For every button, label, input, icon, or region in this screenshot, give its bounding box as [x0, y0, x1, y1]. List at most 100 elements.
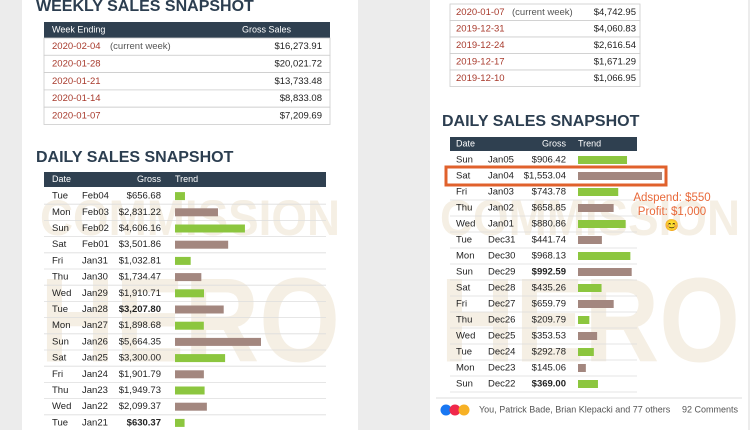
date: Jan23 [82, 385, 108, 396]
trend-bar [175, 192, 185, 201]
day: Sat [52, 239, 67, 250]
gross: $1,032.81 [119, 255, 161, 266]
day: Thu [52, 385, 68, 396]
column-header: Date [456, 138, 475, 148]
gross: $630.37 [127, 417, 161, 428]
annotation: 😊 [665, 218, 679, 232]
date: Jan22 [82, 401, 108, 412]
date: Dec29 [488, 267, 515, 278]
gross: $441.74 [532, 235, 566, 246]
date: Dec22 [488, 379, 515, 390]
trend-bar [578, 348, 594, 356]
day: Sun [456, 379, 473, 390]
trend-bar [175, 337, 261, 346]
gross: $992.59 [532, 267, 566, 278]
date: Jan30 [82, 272, 108, 283]
day: Sun [456, 155, 473, 166]
day: Sat [456, 171, 471, 182]
table-header [44, 22, 330, 38]
day: Sat [52, 353, 67, 364]
day: Tue [456, 347, 472, 358]
column-header: Trend [175, 174, 198, 184]
annotation: Profit: $1,000 [638, 206, 706, 218]
gross: $353.53 [532, 331, 566, 342]
trend-bar [578, 188, 619, 196]
day: Thu [52, 272, 68, 283]
gross-sales: $20,021.72 [274, 58, 322, 69]
date: Feb03 [82, 207, 109, 218]
trend-bar [578, 156, 628, 164]
wow-icon[interactable] [458, 404, 470, 416]
trend-bar [578, 172, 662, 180]
day: Sat [456, 283, 471, 294]
gross: $968.13 [532, 251, 566, 262]
trend-bar [175, 418, 185, 427]
day: Sun [52, 336, 69, 347]
gross-sales: $1,671.29 [594, 56, 636, 67]
reaction-names[interactable]: You, Patrick Bade, Brian Klepacki and 77… [479, 404, 671, 414]
gross: $5,664.35 [119, 336, 161, 347]
week-ending: 2020-01-07 [456, 7, 505, 18]
day: Mon [456, 363, 474, 374]
date: Feb04 [82, 191, 109, 202]
date: Jan04 [488, 171, 514, 182]
week-ending: 2020-01-07 [52, 110, 101, 121]
gross: $3,300.00 [119, 353, 161, 364]
gross-sales: $2,616.54 [594, 40, 636, 51]
gross: $1,901.79 [119, 369, 161, 380]
date: Jan26 [82, 336, 108, 347]
gross: $659.79 [532, 299, 566, 310]
gross: $906.42 [532, 155, 566, 166]
date: Dec27 [488, 299, 515, 310]
date: Dec24 [488, 347, 515, 358]
gross: $656.68 [127, 191, 161, 202]
love-icon[interactable] [449, 404, 461, 416]
gross-sales: $4,060.83 [594, 23, 636, 34]
trend-bar [578, 236, 602, 244]
date: Jan01 [488, 219, 514, 230]
day: Thu [456, 315, 472, 326]
gross: $880.86 [532, 219, 566, 230]
trend-bar [578, 380, 598, 388]
week-ending: 2019-12-10 [456, 73, 505, 84]
date: Dec31 [488, 235, 515, 246]
gross: $3,501.86 [119, 239, 161, 250]
gross: $369.00 [532, 379, 566, 390]
trend-bar [578, 284, 602, 292]
gross: $145.06 [532, 363, 566, 374]
trend-bar [578, 316, 590, 324]
day: Sun [52, 223, 69, 234]
trend-bar [578, 300, 614, 308]
date: Jan27 [82, 320, 108, 331]
watermark: HERO [440, 254, 740, 388]
trend-bar [175, 289, 205, 298]
gross: $209.79 [532, 315, 566, 326]
week-ending: 2020-02-04 [52, 41, 101, 52]
weekly-title: WEEKLY SALES SNAPSHOT [36, 0, 254, 15]
date: Jan25 [82, 353, 108, 364]
day: Mon [456, 251, 474, 262]
day: Thu [456, 203, 472, 214]
gross-sales: $4,742.95 [594, 7, 636, 18]
date: Jan24 [82, 369, 108, 380]
gross-sales: $7,209.69 [280, 110, 322, 121]
table-row [43, 106, 331, 125]
trend-bar [578, 268, 632, 276]
day: Fri [456, 299, 467, 310]
comment-count[interactable]: 92 Comments [682, 404, 739, 414]
column-header: Gross [542, 138, 567, 148]
trend-bar [175, 240, 229, 249]
date: Jan21 [82, 417, 108, 428]
gross: $3,207.80 [119, 304, 161, 315]
week-ending: 2020-01-14 [52, 93, 101, 104]
gross: $1,553.04 [524, 171, 566, 182]
day: Mon [52, 207, 70, 218]
date: Jan02 [488, 203, 514, 214]
week-note: (current week) [110, 41, 171, 52]
trend-bar [175, 402, 207, 411]
daily-title: DAILY SALES SNAPSHOT [442, 113, 640, 130]
column-header: Gross [137, 174, 162, 184]
trend-bar [578, 364, 586, 372]
like-icon[interactable] [440, 404, 452, 416]
trend-bar [175, 386, 205, 395]
